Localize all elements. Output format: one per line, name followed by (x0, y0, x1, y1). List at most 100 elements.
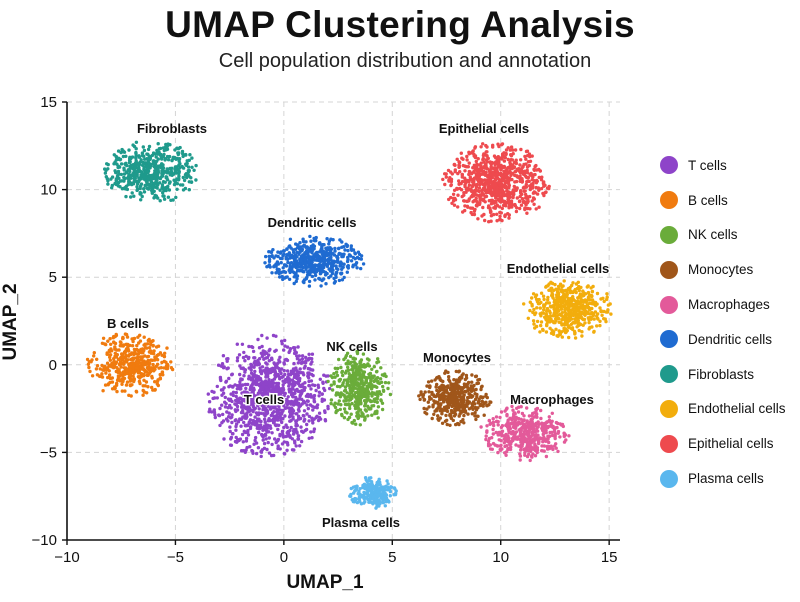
data-point (104, 371, 108, 375)
data-point (383, 380, 388, 385)
data-point (190, 165, 194, 169)
data-point (240, 432, 245, 437)
data-point (536, 425, 540, 429)
data-point (218, 377, 223, 381)
data-point (265, 447, 269, 452)
data-point (252, 365, 256, 369)
data-point (380, 407, 385, 412)
data-point (103, 167, 107, 171)
data-point (344, 362, 348, 366)
data-point (167, 181, 172, 185)
data-point (109, 342, 113, 346)
chart-title: UMAP Clustering Analysis (165, 4, 635, 45)
data-point (333, 249, 337, 253)
data-point (487, 204, 491, 208)
data-point (156, 183, 160, 187)
data-point (341, 393, 345, 397)
data-point (572, 289, 576, 293)
data-point (518, 199, 522, 203)
data-point (519, 147, 523, 152)
data-point (486, 444, 491, 448)
data-point (166, 167, 170, 172)
data-point (462, 421, 466, 425)
data-point (135, 352, 139, 356)
data-point (335, 255, 339, 259)
data-point (251, 408, 255, 412)
data-point (283, 372, 287, 377)
data-point (531, 427, 536, 432)
data-point (119, 162, 124, 166)
data-point (182, 178, 187, 183)
data-point (346, 365, 350, 369)
data-point (315, 250, 319, 255)
data-point (287, 390, 292, 394)
data-point (323, 410, 327, 415)
data-point (531, 452, 535, 456)
data-point (236, 420, 241, 424)
data-point (355, 383, 360, 388)
data-point (579, 285, 583, 290)
data-point (577, 288, 581, 293)
data-point (287, 372, 291, 376)
data-point (549, 331, 554, 335)
data-point (546, 447, 550, 451)
data-point (176, 147, 181, 151)
data-point (294, 366, 298, 370)
data-point (322, 257, 326, 261)
data-point (304, 355, 308, 360)
data-point (90, 358, 94, 362)
data-point (350, 364, 354, 368)
data-point (116, 169, 121, 174)
data-point (260, 354, 264, 359)
data-point (353, 375, 358, 379)
data-point (250, 448, 254, 453)
data-point (101, 336, 106, 340)
data-point (381, 384, 385, 389)
data-point (150, 374, 154, 379)
data-point (347, 394, 352, 398)
data-point (583, 312, 587, 316)
data-point (479, 145, 483, 149)
data-point (298, 367, 302, 371)
data-point (345, 259, 350, 264)
data-point (337, 278, 342, 283)
data-point (243, 449, 247, 453)
data-point (496, 423, 500, 427)
data-point (346, 248, 350, 253)
data-point (285, 358, 290, 363)
data-point (548, 311, 552, 315)
data-point (322, 243, 326, 247)
data-point (309, 263, 314, 267)
data-point (371, 404, 376, 408)
data-point (242, 392, 246, 397)
data-point (518, 458, 522, 462)
data-point (536, 433, 540, 437)
data-point (251, 451, 255, 455)
data-point (131, 172, 135, 176)
data-point (137, 155, 142, 159)
data-point (88, 369, 92, 374)
data-point (160, 183, 165, 187)
data-point (146, 338, 150, 343)
data-point (126, 347, 130, 351)
data-point (260, 344, 264, 349)
data-point (123, 366, 128, 370)
data-point (479, 425, 483, 429)
data-point (329, 398, 334, 402)
data-point (529, 435, 533, 439)
data-point (322, 277, 326, 281)
data-point (508, 416, 512, 420)
data-point (513, 411, 517, 415)
data-point (251, 404, 255, 409)
data-point (520, 433, 524, 437)
data-point (552, 320, 556, 325)
data-point (491, 432, 495, 436)
data-point (438, 394, 442, 398)
data-point (226, 397, 231, 401)
data-point (272, 377, 277, 381)
data-point (112, 359, 116, 364)
data-point (514, 443, 518, 447)
data-point (307, 352, 311, 356)
data-point (511, 408, 515, 412)
data-point (340, 412, 344, 417)
